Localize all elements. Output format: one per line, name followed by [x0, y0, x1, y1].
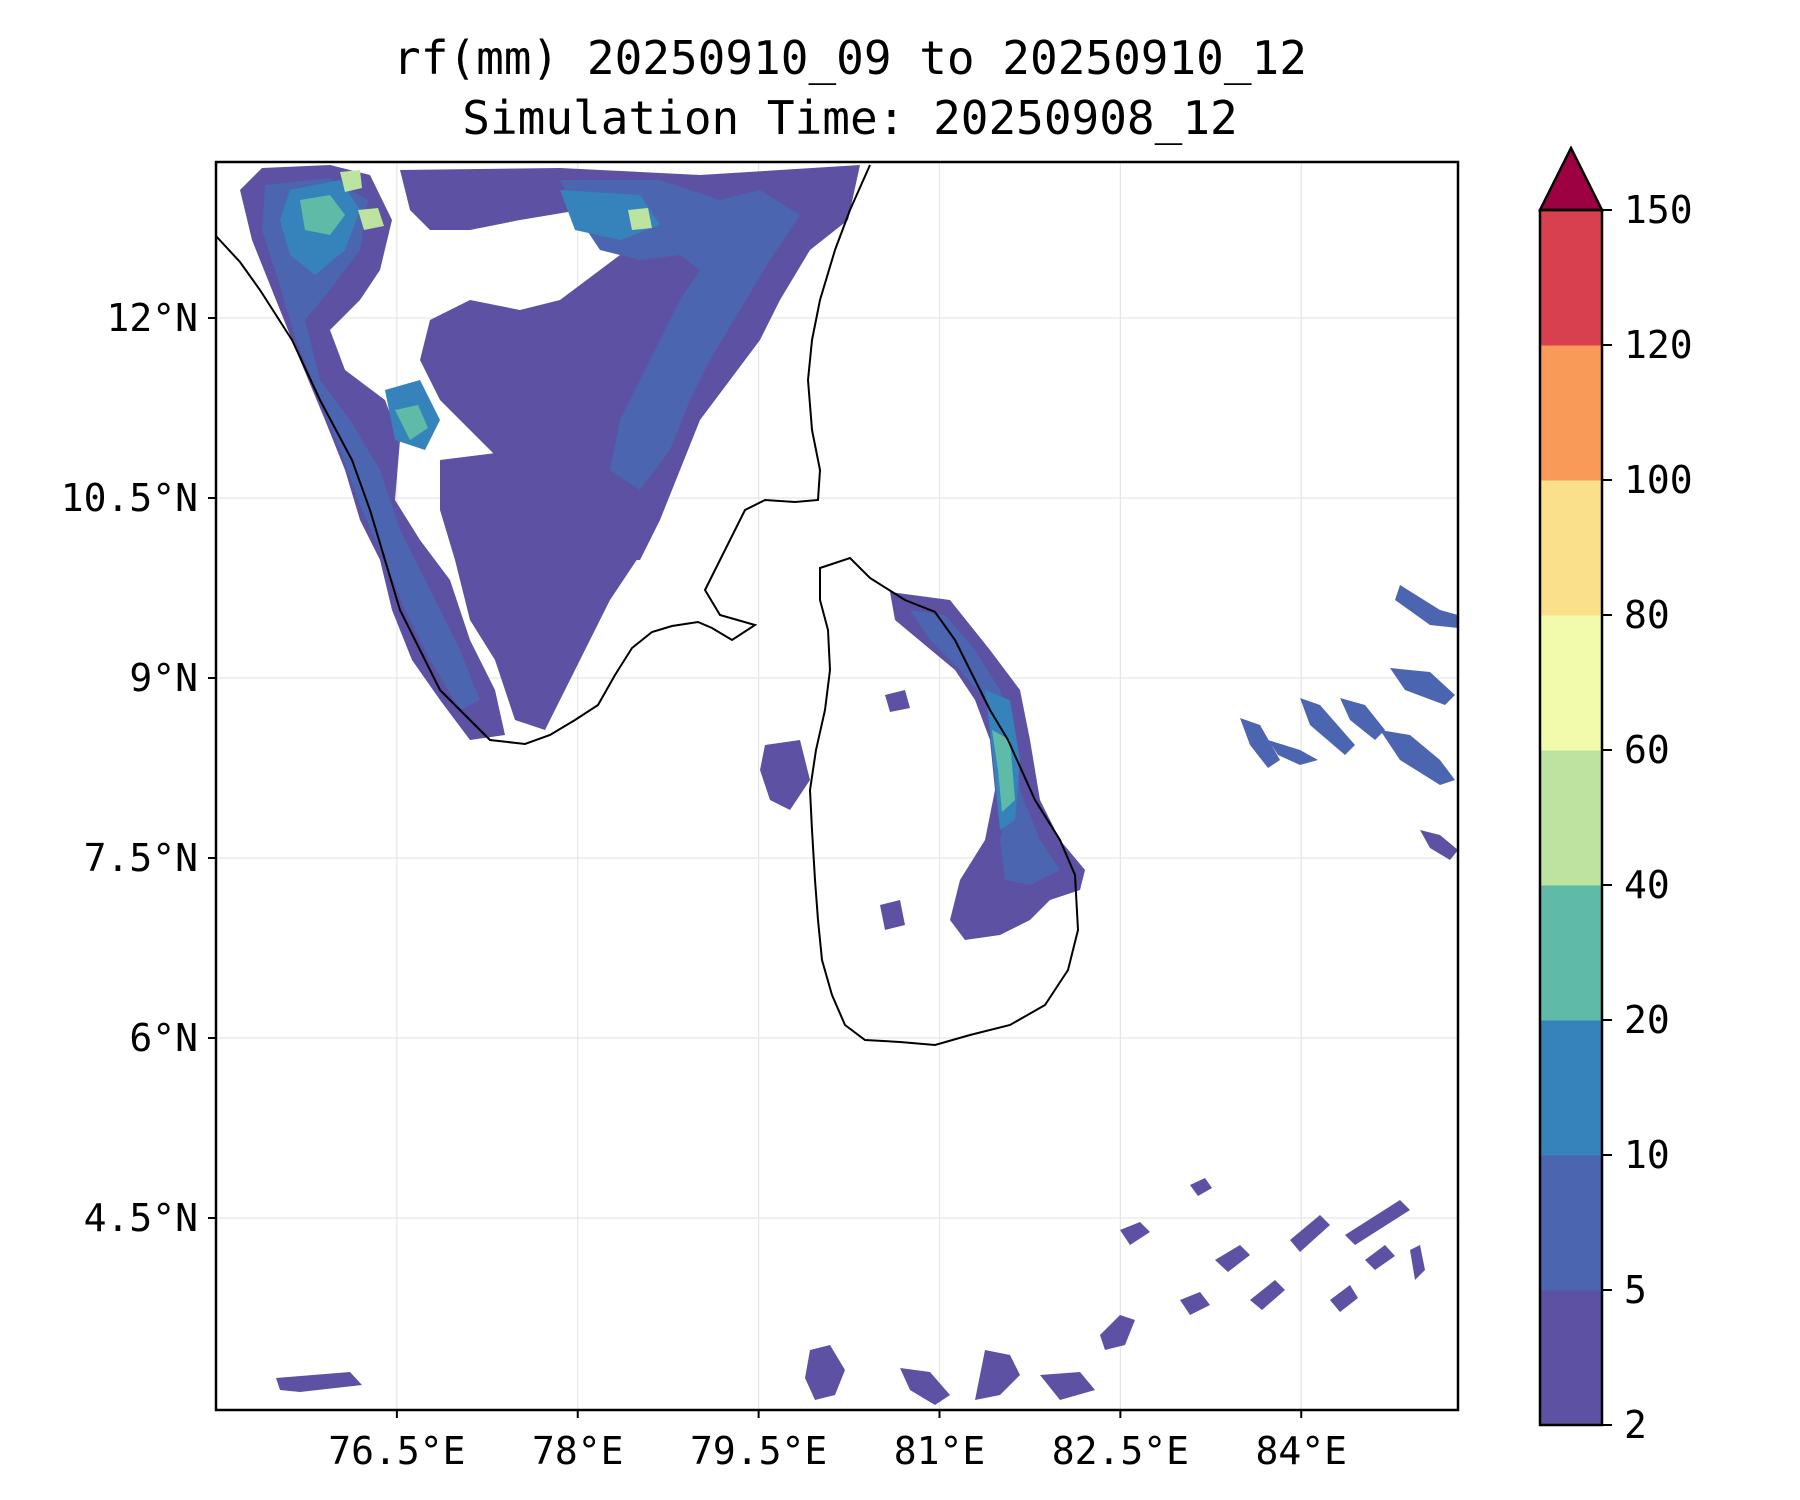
tick-label-lon-5: 84°E — [1255, 1429, 1347, 1473]
rain-streak-ne-7 — [1268, 740, 1318, 765]
tick-label-lat-2: 9°N — [129, 656, 198, 700]
rain-streak-s-13 — [1330, 1285, 1358, 1312]
map-title-line-2: Simulation Time: 20250908_12 — [462, 91, 1238, 145]
colorbar-label-9: 150 — [1624, 188, 1693, 232]
rain-cell-srilanka-small-1 — [880, 900, 905, 930]
colorbar-label-3: 20 — [1624, 998, 1670, 1042]
gridlines — [216, 162, 1458, 1410]
tick-label-lon-1: 78°E — [532, 1429, 624, 1473]
colorbar-label-8: 120 — [1624, 323, 1693, 367]
rain-streak-s-14 — [1365, 1245, 1395, 1270]
rainfall-contours — [240, 165, 1458, 1405]
colorbar: 2 5 10 20 40 60 80 100 120 150 — [1537, 145, 1693, 1447]
colorbar-label-0: 2 — [1624, 1403, 1647, 1447]
map-frame — [214, 160, 1460, 1412]
rain-streak-s-11 — [1290, 1215, 1330, 1252]
colorbar-band-3 — [1540, 885, 1602, 1021]
coastlines — [216, 164, 1080, 1047]
rain-streak-s-8 — [1180, 1292, 1210, 1315]
colorbar-band-6 — [1540, 480, 1602, 616]
rain-cell-srilanka-west — [760, 740, 810, 810]
rain-streak-ne-3 — [1300, 698, 1355, 755]
colorbar-label-4: 40 — [1624, 863, 1670, 907]
rain-streak-s-5 — [1040, 1372, 1095, 1400]
map-title-line-1: rf(mm) 20250910_09 to 20250910_12 — [393, 31, 1307, 85]
colorbar-band-8 — [1540, 210, 1602, 346]
axis-ticks: 76.5°E 78°E 79.5°E 81°E 82.5°E 84°E 12°N 10.5°N… — [61, 296, 1347, 1473]
rain-cell-srilanka-2 — [992, 730, 1015, 812]
colorbar-label-2: 10 — [1624, 1133, 1670, 1177]
colorbar-label-1: 5 — [1624, 1268, 1647, 1312]
rain-cell-srilanka-small-2 — [885, 690, 910, 712]
rain-area-srilanka-east-inner — [910, 610, 1060, 885]
tick-label-lon-2: 79.5°E — [690, 1429, 827, 1473]
tick-label-lon-0: 76.5°E — [328, 1429, 465, 1473]
rain-streak-s-2 — [805, 1345, 845, 1400]
tick-label-lat-0: 12°N — [106, 296, 198, 340]
colorbar-label-7: 100 — [1624, 458, 1693, 502]
coastline-srilanka — [808, 556, 1080, 1047]
rain-streak-s-10 — [1250, 1280, 1285, 1310]
rain-streak-ne-2 — [1390, 668, 1455, 705]
rain-streak-s-16 — [1190, 1178, 1212, 1196]
rain-streak-ne-8 — [1420, 830, 1458, 860]
map-axes — [216, 162, 1458, 1410]
coastline-india — [216, 164, 871, 746]
colorbar-band-0 — [1540, 1290, 1602, 1426]
colorbar-band-4 — [1540, 750, 1602, 886]
tick-label-lon-4: 82.5°E — [1052, 1429, 1189, 1473]
rain-streak-ne-1 — [1395, 585, 1458, 628]
rain-streak-s-4 — [975, 1350, 1020, 1400]
rain-cell-india-5 — [395, 405, 428, 440]
tick-label-lat-4: 6°N — [129, 1016, 198, 1060]
tick-label-lat-1: 10.5°N — [61, 476, 198, 520]
rain-streak-s-12 — [1345, 1200, 1410, 1245]
rain-cell-india-7 — [358, 208, 384, 230]
rain-streak-s-3 — [900, 1368, 950, 1405]
colorbar-outline — [1538, 208, 1604, 1427]
rain-streak-s-1 — [276, 1372, 362, 1392]
rain-streak-ne-5 — [1380, 730, 1455, 785]
rain-area-india-south — [440, 450, 650, 730]
rain-streak-ne-6 — [1240, 718, 1280, 768]
rain-cell-india-8 — [628, 208, 652, 230]
colorbar-extend-arrow — [1537, 145, 1605, 212]
colorbar-band-5 — [1540, 615, 1602, 751]
rain-streak-s-6 — [1100, 1315, 1135, 1350]
rain-streak-ne-4 — [1340, 698, 1385, 740]
rain-cell-india-4 — [300, 195, 345, 235]
rain-area-india-east — [560, 180, 800, 490]
colorbar-band-7 — [1540, 345, 1602, 481]
tick-label-lat-3: 7.5°N — [84, 836, 198, 880]
rain-streak-s-15 — [1410, 1245, 1425, 1280]
tick-label-lat-5: 4.5°N — [84, 1196, 198, 1240]
rain-streak-s-9 — [1215, 1245, 1250, 1272]
rain-streak-s-7 — [1120, 1222, 1150, 1245]
colorbar-band-1 — [1540, 1155, 1602, 1291]
colorbar-band-2 — [1540, 1020, 1602, 1156]
colorbar-label-5: 60 — [1624, 728, 1670, 772]
tick-label-lon-3: 81°E — [894, 1429, 986, 1473]
colorbar-label-6: 80 — [1624, 593, 1670, 637]
rain-cell-india-6 — [340, 170, 362, 192]
